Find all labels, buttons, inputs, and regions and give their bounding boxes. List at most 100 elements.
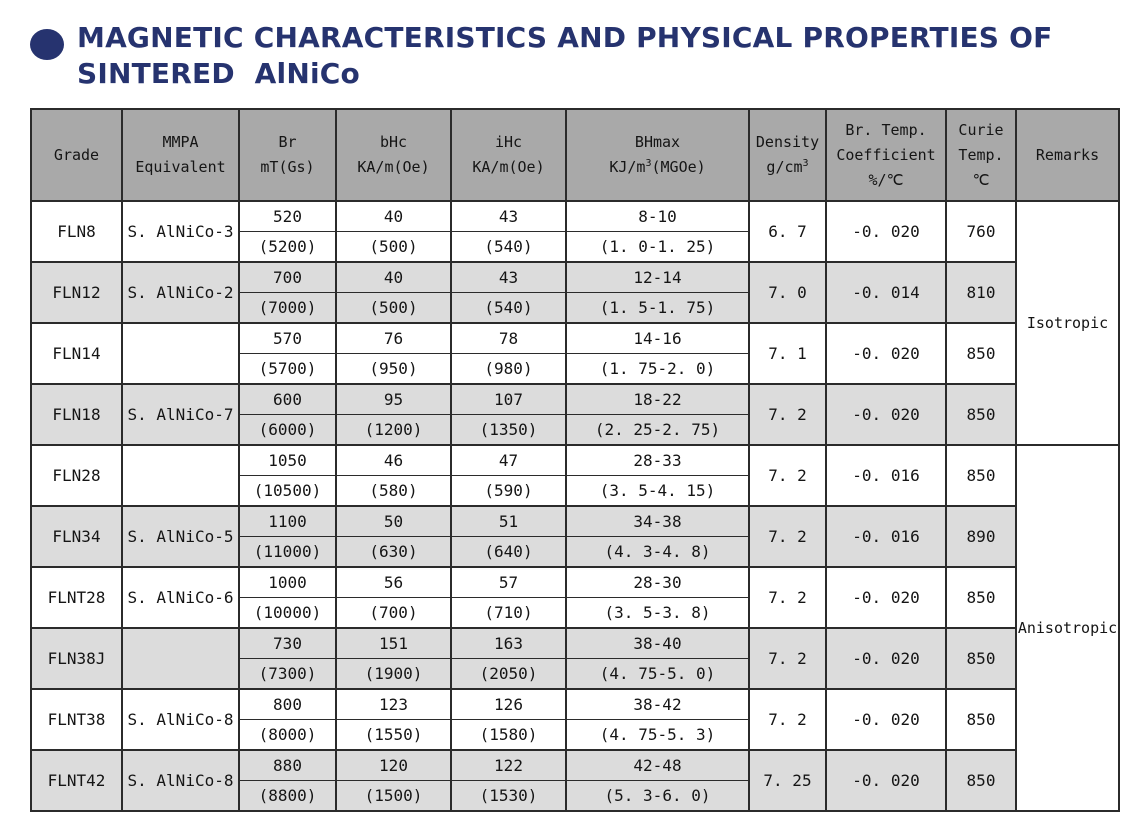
ihc-cgs-cell: (710) xyxy=(450,597,567,629)
bhc-cgs-cell: (1200) xyxy=(335,414,452,446)
bhc-cgs-cell: (950) xyxy=(335,353,452,385)
grade-cell: FLN12 xyxy=(30,261,123,324)
br-cgs-cell: (7300) xyxy=(238,658,337,690)
col-header-br: Br mT(Gs) xyxy=(238,108,337,202)
br-si-cell: 700 xyxy=(238,261,337,293)
mmpa-cell: S. AlNiCo-2 xyxy=(121,261,240,324)
table-body: FLN8 S. AlNiCo-3 520 40 43 8-10 6. 7 -0. 020 760… xyxy=(30,200,1120,812)
mmpa-cell: S. AlNiCo-8 xyxy=(121,749,240,812)
grade-cell: FLN18 xyxy=(30,383,123,446)
ihc-cgs-cell: (590) xyxy=(450,475,567,507)
table-row: (6000) (1200) (1350) (2. 25-2. 75) xyxy=(31,414,1119,446)
ihc-cgs-cell: (1350) xyxy=(450,414,567,446)
br-si-cell: 1000 xyxy=(238,566,337,598)
density-cell: 7. 25 xyxy=(748,749,827,812)
ihc-si-cell: 51 xyxy=(450,505,567,537)
ihc-cgs-cell: (540) xyxy=(450,292,567,324)
mmpa-cell xyxy=(121,627,240,690)
col-header-bhmax: BHmax KJ/m3(MGOe) xyxy=(565,108,750,202)
br-si-cell: 600 xyxy=(238,383,337,415)
coefficient-cell: -0. 020 xyxy=(825,627,947,690)
col-header-bhc: bHc KA/m(Oe) xyxy=(335,108,452,202)
grade-cell: FLN14 xyxy=(30,322,123,385)
table-row: FLN38J 730 151 163 38-40 7. 2 -0. 020 850 xyxy=(30,627,1119,690)
density-cell: 7. 2 xyxy=(748,444,827,507)
bhmax-si-cell: 38-42 xyxy=(565,688,750,720)
grade-cell: FLNT28 xyxy=(30,566,123,629)
curie-temp-cell: 810 xyxy=(945,261,1017,324)
bhmax-si-cell: 14-16 xyxy=(565,322,750,354)
table-row: FLN8 S. AlNiCo-3 520 40 43 8-10 6. 7 -0. 020 760… xyxy=(30,200,1120,446)
grade-cell: FLN8 xyxy=(30,200,123,263)
bhmax-si-cell: 28-30 xyxy=(565,566,750,598)
density-cell: 6. 7 xyxy=(748,200,827,263)
bhc-si-cell: 151 xyxy=(335,627,452,659)
density-cell: 7. 2 xyxy=(748,383,827,446)
bhmax-cgs-cell: (1. 0-1. 25) xyxy=(565,231,750,263)
bhc-si-cell: 95 xyxy=(335,383,452,415)
bhmax-cgs-cell: (4. 75-5. 0) xyxy=(565,658,750,690)
density-cell: 7. 1 xyxy=(748,322,827,385)
ihc-si-cell: 43 xyxy=(450,200,567,232)
bhmax-si-cell: 8-10 xyxy=(565,200,750,232)
table-row: (5700) (950) (980) (1. 75-2. 0) xyxy=(31,353,1119,385)
bhc-cgs-cell: (1500) xyxy=(335,780,452,812)
br-cgs-cell: (10500) xyxy=(238,475,337,507)
table-row: (10500) (580) (590) (3. 5-4. 15) xyxy=(31,475,1119,507)
curie-temp-cell: 850 xyxy=(945,444,1017,507)
bhmax-si-cell: 34-38 xyxy=(565,505,750,537)
bhc-cgs-cell: (580) xyxy=(335,475,452,507)
br-cgs-cell: (8800) xyxy=(238,780,337,812)
ihc-si-cell: 57 xyxy=(450,566,567,598)
grade-cell: FLNT42 xyxy=(30,749,123,812)
mmpa-cell xyxy=(121,322,240,385)
bhmax-cgs-cell: (1. 75-2. 0) xyxy=(565,353,750,385)
ihc-cgs-cell: (540) xyxy=(450,231,567,263)
bhmax-cgs-cell: (2. 25-2. 75) xyxy=(565,414,750,446)
mmpa-cell: S. AlNiCo-6 xyxy=(121,566,240,629)
col-header-density: Density g/cm3 xyxy=(748,108,827,202)
ihc-si-cell: 122 xyxy=(450,749,567,781)
col-header-curie-temp: Curie Temp. ℃ xyxy=(945,108,1017,202)
table-row: (8800) (1500) (1530) (5. 3-6. 0) xyxy=(31,780,1119,812)
br-si-cell: 1100 xyxy=(238,505,337,537)
table-row: FLNT42 S. AlNiCo-8 880 120 122 42-48 7. 25 -0. … xyxy=(30,749,1119,812)
bhc-si-cell: 40 xyxy=(335,200,452,232)
curie-temp-cell: 850 xyxy=(945,383,1017,446)
table-row: (7300) (1900) (2050) (4. 75-5. 0) xyxy=(31,658,1119,690)
br-cgs-cell: (10000) xyxy=(238,597,337,629)
br-cgs-cell: (6000) xyxy=(238,414,337,446)
curie-temp-cell: 890 xyxy=(945,505,1017,568)
ihc-si-cell: 107 xyxy=(450,383,567,415)
bhc-cgs-cell: (630) xyxy=(335,536,452,568)
br-si-cell: 730 xyxy=(238,627,337,659)
curie-temp-cell: 850 xyxy=(945,566,1017,629)
bhmax-cgs-cell: (3. 5-4. 15) xyxy=(565,475,750,507)
bhmax-cgs-cell: (4. 75-5. 3) xyxy=(565,719,750,751)
remarks-cell: Anisotropic xyxy=(1015,444,1120,812)
header-row: Grade MMPA Equivalent Br mT(Gs) bHc KA/m… xyxy=(30,108,1120,202)
table-row: (11000) (630) (640) (4. 3-4. 8) xyxy=(31,536,1119,568)
bhc-cgs-cell: (700) xyxy=(335,597,452,629)
table-row: FLN18 S. AlNiCo-7 600 95 107 18-22 7. 2 -0. 020… xyxy=(30,383,1119,446)
curie-temp-cell: 850 xyxy=(945,688,1017,751)
bullet-icon xyxy=(30,29,64,60)
density-cell: 7. 2 xyxy=(748,627,827,690)
mmpa-cell: S. AlNiCo-7 xyxy=(121,383,240,446)
ihc-si-cell: 47 xyxy=(450,444,567,476)
curie-temp-cell: 760 xyxy=(945,200,1017,263)
br-cgs-cell: (7000) xyxy=(238,292,337,324)
bhc-si-cell: 76 xyxy=(335,322,452,354)
ihc-cgs-cell: (640) xyxy=(450,536,567,568)
col-header-ihc: iHc KA/m(Oe) xyxy=(450,108,567,202)
bhc-si-cell: 46 xyxy=(335,444,452,476)
table-row: (5200) (500) (540) (1. 0-1. 25) xyxy=(31,231,1119,263)
bhc-si-cell: 50 xyxy=(335,505,452,537)
table-row: FLN12 S. AlNiCo-2 700 40 43 12-14 7. 0 -0. 014 8… xyxy=(30,261,1119,324)
page-title: MAGNETIC CHARACTERISTICS AND PHYSICAL PR… xyxy=(77,20,1052,92)
density-cell: 7. 2 xyxy=(748,688,827,751)
coefficient-cell: -0. 020 xyxy=(825,383,947,446)
coefficient-cell: -0. 014 xyxy=(825,261,947,324)
mmpa-cell xyxy=(121,444,240,507)
